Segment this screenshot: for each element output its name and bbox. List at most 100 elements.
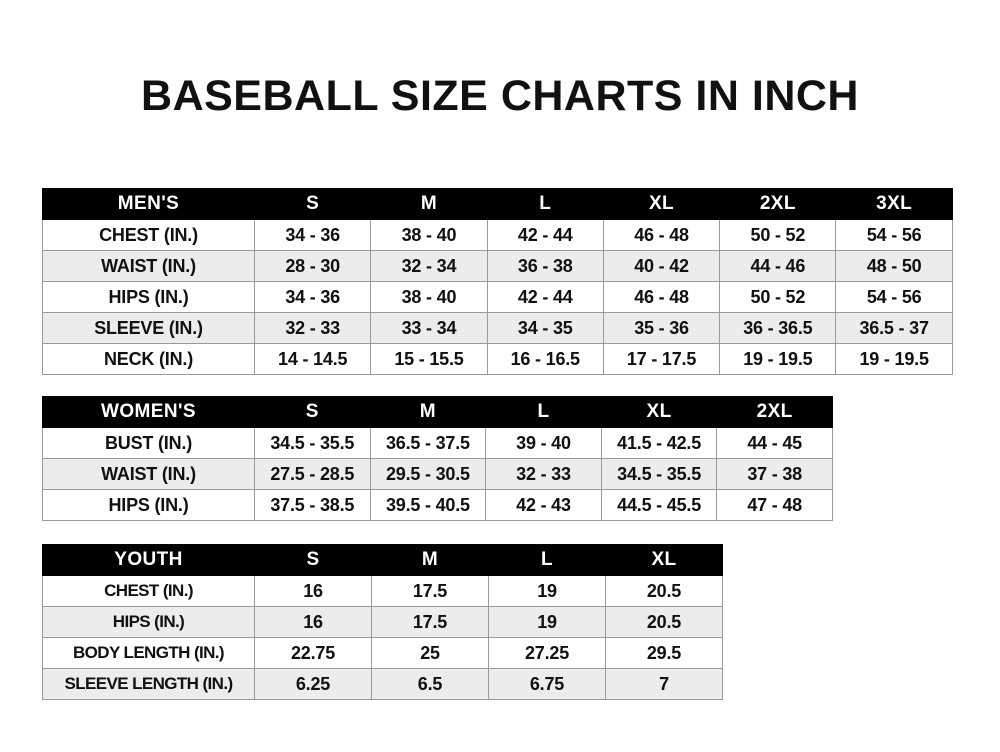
mens-row-label: WAIST (IN.) (42, 250, 255, 282)
measurement-cell: 17 - 17.5 (602, 343, 721, 375)
youth-row-label: HIPS (IN.) (42, 606, 255, 638)
mens-size-header-l: L (486, 188, 604, 220)
measurement-cell: 36 - 38 (486, 250, 604, 282)
measurement-cell: 34 - 36 (253, 281, 372, 313)
measurement-cell: 16 (254, 606, 372, 638)
measurement-cell: 33 - 34 (370, 312, 488, 344)
measurement-cell: 41.5 - 42.5 (600, 427, 718, 459)
youth-size-header-m: M (371, 544, 489, 576)
table-row: BODY LENGTH (IN.) 22.75 25 27.25 29.5 (42, 637, 723, 669)
measurement-cell: 42 - 44 (486, 281, 604, 313)
womens-size-header-s: S (254, 396, 371, 428)
measurement-cell: 44 - 45 (716, 427, 833, 459)
measurement-cell: 54 - 56 (835, 281, 953, 313)
measurement-cell: 20.5 (605, 606, 723, 638)
measurement-cell: 6.5 (371, 668, 489, 700)
measurement-cell: 37 - 38 (716, 458, 833, 490)
measurement-cell: 34.5 - 35.5 (600, 458, 718, 490)
mens-size-table: MEN'S S M L XL 2XL 3XL CHEST (IN.) 34 - 36 38 - … (42, 188, 953, 375)
youth-header-row: YOUTH S M L XL (42, 544, 723, 576)
measurement-cell: 19 (488, 606, 606, 638)
table-row: CHEST (IN.) 34 - 36 38 - 40 42 - 44 46 - 48 5… (42, 219, 953, 251)
measurement-cell: 39 - 40 (485, 427, 602, 459)
page-title: BASEBALL SIZE CHARTS IN INCH (141, 72, 859, 120)
youth-size-table: YOUTH S M L XL CHEST (IN.) 16 17.5 19 20.5 HIPS (… (42, 544, 723, 700)
measurement-cell: 17.5 (371, 575, 489, 607)
measurement-cell: 36 - 36.5 (719, 312, 837, 344)
measurement-cell: 29.5 (605, 637, 723, 669)
womens-row-label: HIPS (IN.) (42, 489, 255, 521)
mens-row-label: CHEST (IN.) (42, 219, 255, 251)
youth-row-label: CHEST (IN.) (42, 575, 255, 607)
youth-table-head: YOUTH S M L XL (42, 544, 723, 576)
measurement-cell: 7 (605, 668, 723, 700)
measurement-cell: 16 (254, 575, 372, 607)
table-row: WAIST (IN.) 28 - 30 32 - 34 36 - 38 40 - 42 4… (42, 250, 953, 282)
womens-size-header-l: L (485, 396, 602, 428)
measurement-cell: 27.25 (488, 637, 606, 669)
measurement-cell: 39.5 - 40.5 (369, 489, 487, 521)
mens-size-header-xl: XL (602, 188, 721, 220)
measurement-cell: 22.75 (254, 637, 372, 669)
measurement-cell: 54 - 56 (835, 219, 953, 251)
measurement-cell: 46 - 48 (602, 281, 721, 313)
table-row: HIPS (IN.) 34 - 36 38 - 40 42 - 44 46 - 48 50… (42, 281, 953, 313)
measurement-cell: 19 (488, 575, 606, 607)
womens-header-label: WOMEN'S (42, 396, 255, 428)
measurement-cell: 15 - 15.5 (370, 343, 488, 375)
womens-size-header-2xl: 2XL (716, 396, 833, 428)
measurement-cell: 6.25 (254, 668, 372, 700)
youth-header-label: YOUTH (42, 544, 255, 576)
mens-header-label: MEN'S (42, 188, 255, 220)
womens-size-header-m: M (369, 396, 487, 428)
youth-row-label: SLEEVE LENGTH (IN.) (42, 668, 255, 700)
youth-size-header-l: L (488, 544, 606, 576)
table-row: WAIST (IN.) 27.5 - 28.5 29.5 - 30.5 32 - 33… (42, 458, 833, 490)
measurement-cell: 35 - 36 (602, 312, 721, 344)
measurement-cell: 34 - 35 (486, 312, 604, 344)
measurement-cell: 6.75 (488, 668, 606, 700)
measurement-cell: 32 - 33 (485, 458, 602, 490)
womens-row-label: WAIST (IN.) (42, 458, 255, 490)
youth-size-header-s: S (254, 544, 372, 576)
mens-row-label: HIPS (IN.) (42, 281, 255, 313)
table-row: NECK (IN.) 14 - 14.5 15 - 15.5 16 - 16.5 17 … (42, 343, 953, 375)
measurement-cell: 32 - 34 (370, 250, 488, 282)
measurement-cell: 25 (371, 637, 489, 669)
mens-table-head: MEN'S S M L XL 2XL 3XL (42, 188, 953, 220)
measurement-cell: 50 - 52 (719, 281, 837, 313)
mens-header-row: MEN'S S M L XL 2XL 3XL (42, 188, 953, 220)
measurement-cell: 40 - 42 (602, 250, 721, 282)
measurement-cell: 38 - 40 (370, 281, 488, 313)
table-row: SLEEVE (IN.) 32 - 33 33 - 34 34 - 35 35 - 36… (42, 312, 953, 344)
mens-size-header-m: M (370, 188, 488, 220)
measurement-cell: 47 - 48 (716, 489, 833, 521)
youth-row-label: BODY LENGTH (IN.) (42, 637, 255, 669)
table-row: HIPS (IN.) 16 17.5 19 20.5 (42, 606, 723, 638)
measurement-cell: 44.5 - 45.5 (600, 489, 718, 521)
measurement-cell: 38 - 40 (370, 219, 488, 251)
measurement-cell: 36.5 - 37.5 (369, 427, 487, 459)
mens-table-body: CHEST (IN.) 34 - 36 38 - 40 42 - 44 46 - 48 5… (42, 219, 953, 375)
mens-row-label: SLEEVE (IN.) (42, 312, 255, 344)
measurement-cell: 29.5 - 30.5 (369, 458, 487, 490)
measurement-cell: 28 - 30 (253, 250, 372, 282)
table-row: HIPS (IN.) 37.5 - 38.5 39.5 - 40.5 42 - 43 4… (42, 489, 833, 521)
table-row: CHEST (IN.) 16 17.5 19 20.5 (42, 575, 723, 607)
measurement-cell: 44 - 46 (719, 250, 837, 282)
table-row: SLEEVE LENGTH (IN.) 6.25 6.5 6.75 7 (42, 668, 723, 700)
measurement-cell: 19 - 19.5 (719, 343, 837, 375)
mens-row-label: NECK (IN.) (42, 343, 255, 375)
measurement-cell: 16 - 16.5 (486, 343, 604, 375)
measurement-cell: 27.5 - 28.5 (254, 458, 371, 490)
measurement-cell: 36.5 - 37 (835, 312, 953, 344)
measurement-cell: 42 - 43 (485, 489, 602, 521)
measurement-cell: 34 - 36 (253, 219, 372, 251)
mens-size-header-s: S (253, 188, 372, 220)
measurement-cell: 37.5 - 38.5 (254, 489, 371, 521)
womens-table-head: WOMEN'S S M L XL 2XL (42, 396, 833, 428)
womens-row-label: BUST (IN.) (42, 427, 255, 459)
measurement-cell: 14 - 14.5 (253, 343, 372, 375)
measurement-cell: 20.5 (605, 575, 723, 607)
